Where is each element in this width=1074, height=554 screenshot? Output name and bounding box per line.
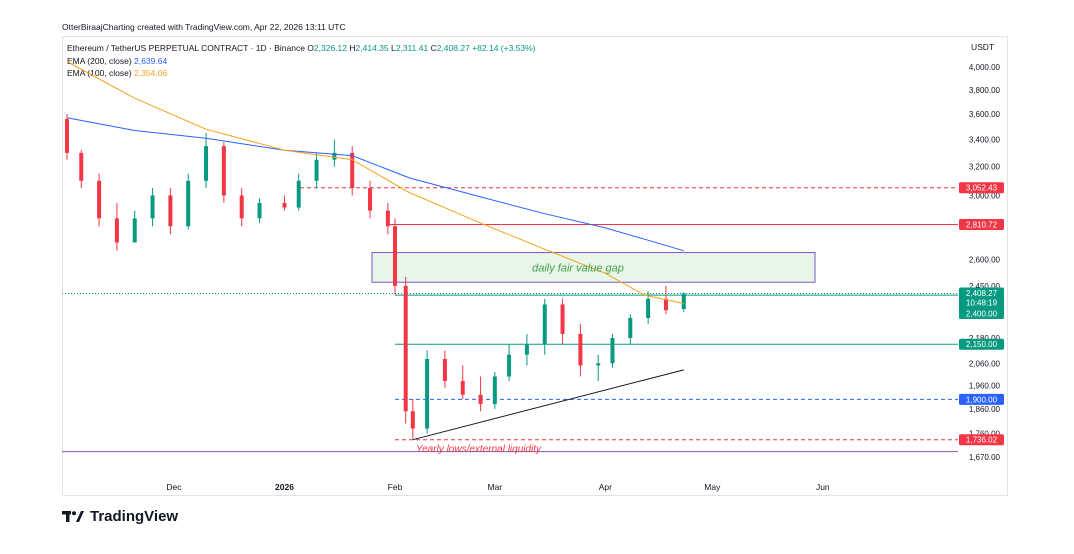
ema200-label: EMA (200, close) bbox=[67, 55, 132, 66]
ema100-value: 2,354.06 bbox=[134, 68, 168, 78]
chart-credit: OtterBiraajCharting created with Trading… bbox=[62, 22, 346, 32]
tradingview-logo-icon bbox=[62, 510, 84, 522]
ohlc-high: H2,414.35 bbox=[349, 43, 389, 53]
ema100-row[interactable]: EMA (100, close) 2,354.06 bbox=[67, 67, 536, 80]
ohlc-close: C2,408.27 bbox=[430, 43, 470, 53]
symbol-row: Ethereum / TetherUS PERPETUAL CONTRACT ·… bbox=[67, 42, 536, 55]
ohlc-low: L2,311.41 bbox=[391, 43, 429, 53]
tradingview-logo: TradingView bbox=[62, 508, 178, 525]
symbol-name[interactable]: Ethereum / TetherUS PERPETUAL CONTRACT ·… bbox=[67, 43, 305, 53]
ohlc-change: +82.14 (+3.53%) bbox=[472, 43, 536, 53]
chart-frame[interactable] bbox=[62, 36, 1008, 496]
currency-label[interactable]: USDT bbox=[971, 42, 995, 52]
ema200-row[interactable]: EMA (200, close) 2,639.64 bbox=[67, 55, 536, 68]
ema100-label: EMA (100, close) bbox=[67, 68, 132, 78]
ema200-value: 2,639.64 bbox=[134, 55, 168, 66]
chart-legend: Ethereum / TetherUS PERPETUAL CONTRACT ·… bbox=[67, 42, 536, 80]
ohlc-open: O2,326.12 bbox=[307, 43, 348, 53]
tradingview-logo-text: TradingView bbox=[90, 508, 179, 525]
